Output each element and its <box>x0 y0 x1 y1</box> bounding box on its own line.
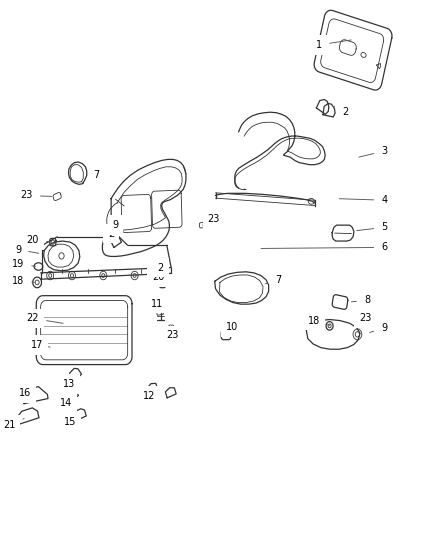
Text: 17: 17 <box>31 340 50 350</box>
Text: 2: 2 <box>334 107 348 117</box>
Text: 10: 10 <box>226 322 238 333</box>
Text: 20: 20 <box>27 235 50 245</box>
Text: 20: 20 <box>152 272 164 282</box>
Text: 14: 14 <box>60 398 72 408</box>
Text: 15: 15 <box>64 417 76 427</box>
Text: 21: 21 <box>3 418 24 430</box>
Text: 23: 23 <box>359 313 371 324</box>
Text: 4: 4 <box>339 195 388 205</box>
Text: 5: 5 <box>357 222 388 232</box>
Text: 2: 2 <box>108 229 115 239</box>
Text: 2: 2 <box>158 263 164 272</box>
Text: 19: 19 <box>12 260 35 269</box>
Text: 1: 1 <box>316 40 351 50</box>
Text: 18: 18 <box>12 276 34 286</box>
Text: 23: 23 <box>202 214 220 225</box>
Text: 7: 7 <box>265 275 281 285</box>
Text: 9: 9 <box>113 220 120 230</box>
Text: 3: 3 <box>359 146 388 157</box>
Text: 8: 8 <box>351 295 370 305</box>
Text: 16: 16 <box>19 387 32 398</box>
Text: 13: 13 <box>63 379 75 389</box>
Text: 7: 7 <box>93 171 99 182</box>
Text: 18: 18 <box>308 316 329 326</box>
Text: 9: 9 <box>370 323 388 333</box>
Text: 23: 23 <box>21 190 52 200</box>
Text: 6: 6 <box>261 243 388 253</box>
Text: 22: 22 <box>27 313 63 324</box>
Text: 9: 9 <box>15 245 39 255</box>
Text: 11: 11 <box>151 298 163 309</box>
Text: 23: 23 <box>167 330 179 341</box>
Text: 12: 12 <box>143 391 155 401</box>
